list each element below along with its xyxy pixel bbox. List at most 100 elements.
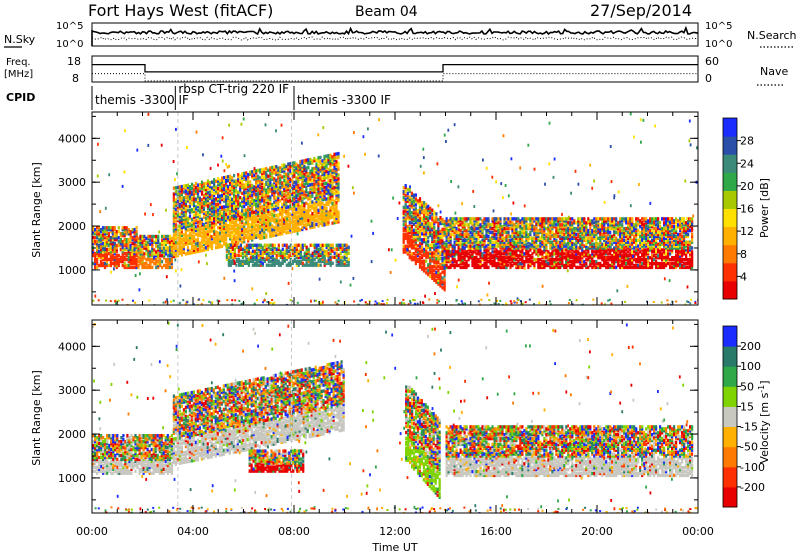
data-cell — [463, 263, 466, 268]
data-cell — [277, 195, 280, 200]
data-cell — [229, 178, 232, 182]
data-cell — [198, 220, 202, 224]
data-cell — [231, 199, 234, 203]
data-cell — [343, 251, 346, 255]
data-cell — [303, 225, 306, 229]
data-cell — [497, 250, 500, 254]
data-cell — [487, 256, 490, 260]
data-cell — [237, 176, 240, 181]
data-cell — [437, 276, 440, 280]
data-cell — [555, 240, 558, 244]
data-cell — [305, 170, 308, 174]
data-cell — [553, 236, 556, 240]
data-cell — [303, 164, 306, 169]
data-cell — [147, 242, 150, 246]
data-cell — [335, 177, 338, 181]
data-cell — [499, 256, 502, 260]
data-cell — [431, 231, 434, 236]
data-cell — [511, 252, 514, 256]
data-cell — [433, 268, 436, 273]
data-cell — [221, 225, 224, 229]
data-cell — [317, 197, 320, 201]
data-cell — [133, 239, 136, 244]
data-cell — [267, 207, 270, 211]
data-cell — [549, 217, 552, 221]
data-cell — [196, 201, 200, 205]
data-cell — [259, 176, 262, 180]
data-cell — [319, 218, 322, 222]
data-cell — [281, 255, 284, 259]
data-cell — [499, 219, 502, 223]
data-cell — [194, 228, 198, 233]
data-cell — [545, 238, 548, 242]
data-cell — [521, 236, 524, 240]
data-cell — [273, 186, 276, 191]
data-cell — [111, 249, 114, 254]
data-cell — [221, 207, 224, 211]
data-cell — [529, 223, 532, 227]
data-cell — [249, 255, 252, 259]
data-cell — [439, 219, 442, 224]
data-cell — [239, 263, 242, 267]
freq-label-2: [MHz] — [4, 69, 33, 80]
data-cell — [125, 245, 128, 250]
data-cell — [451, 244, 454, 248]
data-cell — [257, 247, 260, 251]
data-cell — [445, 236, 448, 240]
data-cell — [317, 263, 320, 267]
data-cell — [483, 242, 486, 246]
data-cell — [418, 236, 422, 240]
data-cell — [323, 251, 326, 255]
data-cell — [551, 246, 554, 250]
data-cell — [545, 219, 548, 223]
data-cell — [471, 221, 474, 225]
data-cell — [410, 218, 413, 223]
data-cell — [423, 249, 426, 254]
data-cell — [455, 259, 458, 264]
data-cell — [273, 165, 276, 169]
data-cell — [141, 252, 144, 256]
data-cell — [109, 263, 112, 268]
data-cell — [301, 192, 304, 196]
data-cell — [243, 183, 246, 187]
data-cell — [503, 228, 506, 233]
data-cell — [489, 256, 492, 260]
data-cell — [519, 234, 522, 239]
data-cell — [166, 248, 170, 252]
data-cell — [443, 229, 446, 233]
data-cell — [213, 240, 216, 244]
data-cell — [410, 215, 413, 219]
data-cell — [239, 201, 242, 206]
data-cell — [475, 217, 478, 221]
data-cell — [323, 174, 326, 178]
data-cell — [145, 261, 148, 266]
data-cell — [539, 261, 542, 266]
data-cell — [439, 282, 442, 286]
data-cell — [168, 242, 172, 246]
data-cell — [447, 236, 450, 240]
data-cell — [517, 217, 520, 221]
data-cell — [188, 251, 192, 255]
data-cell — [291, 202, 294, 206]
data-cell — [182, 203, 185, 208]
data-cell — [235, 245, 238, 249]
data-cell — [297, 205, 300, 209]
data-cell — [555, 217, 558, 221]
data-cell — [219, 219, 222, 224]
data-cell — [202, 234, 206, 239]
data-cell — [190, 235, 194, 239]
data-cell — [431, 235, 434, 240]
data-cell — [329, 182, 332, 187]
data-cell — [341, 249, 344, 253]
data-cell — [107, 234, 110, 238]
data-cell — [229, 205, 232, 210]
data-cell — [279, 253, 282, 257]
data-cell — [109, 245, 112, 250]
data-cell — [157, 246, 160, 250]
data-cell — [418, 232, 422, 236]
data-cell — [453, 217, 456, 221]
data-cell — [515, 230, 518, 235]
data-cell — [309, 159, 312, 164]
data-cell — [521, 248, 524, 252]
data-cell — [421, 226, 424, 230]
